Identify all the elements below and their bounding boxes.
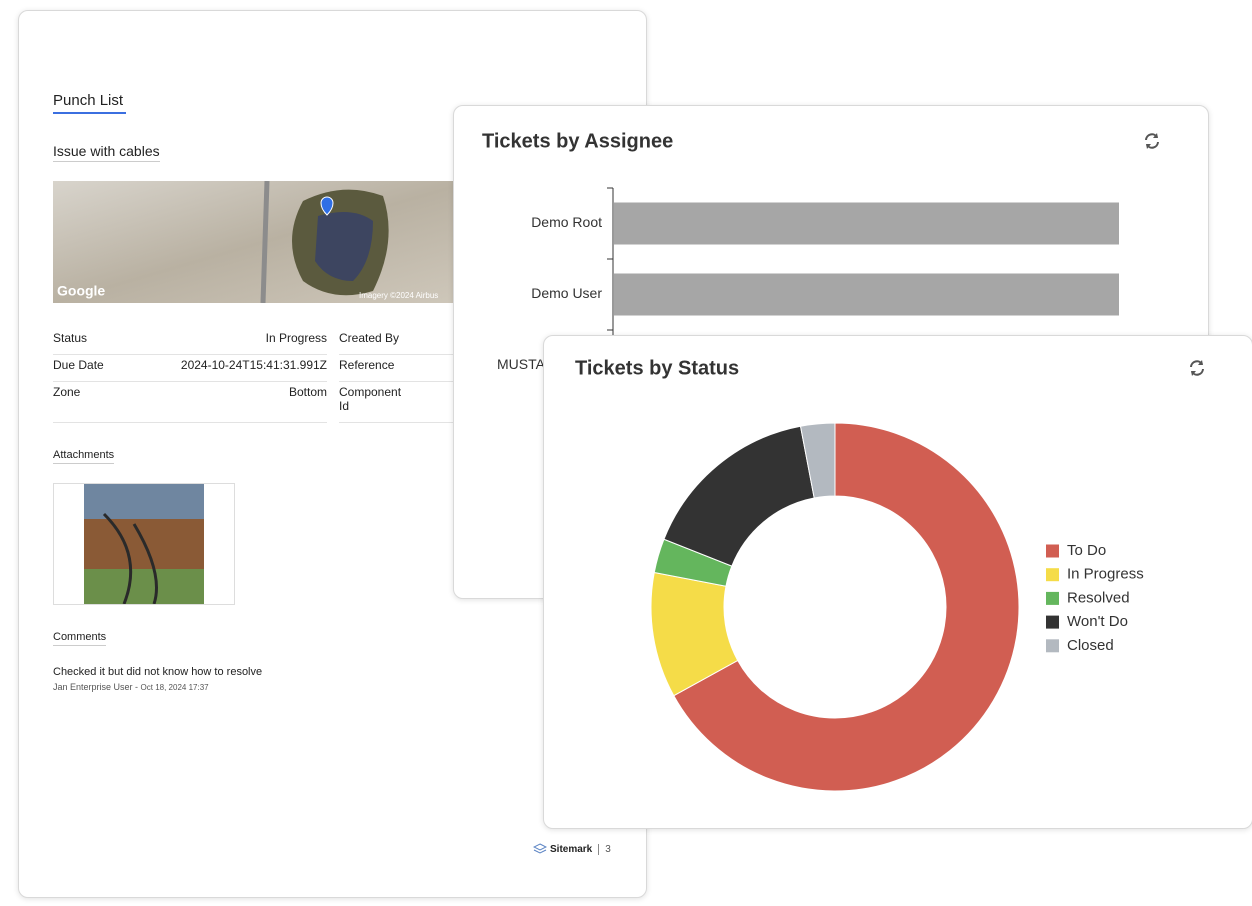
- footer-brand: Sitemark: [550, 843, 593, 855]
- legend-label: Closed: [1067, 637, 1114, 654]
- attachment-photo: [84, 484, 204, 604]
- field-row: Zone Bottom: [53, 385, 327, 423]
- y-tick-label: Demo User: [531, 285, 602, 301]
- field-label: Created By: [339, 331, 400, 345]
- legend-label: To Do: [1067, 542, 1106, 559]
- map-credit: Imagery ©2024 Airbus: [359, 291, 438, 300]
- chart-title: Tickets by Status: [575, 357, 739, 379]
- field-row: Created By: [339, 331, 489, 355]
- legend-swatch: [1046, 568, 1059, 582]
- issue-title: Issue with cables: [53, 143, 160, 162]
- legend-swatch: [1046, 591, 1059, 605]
- donut-slice: [673, 422, 1020, 792]
- chart-title: Tickets by Assignee: [482, 130, 673, 152]
- field-label: Component Id: [339, 385, 402, 413]
- donut-slice: [663, 425, 815, 567]
- bar: [614, 273, 1119, 316]
- footer: Sitemark 3: [533, 843, 611, 855]
- legend-swatch: [1046, 615, 1059, 629]
- comment-text: Checked it but did not know how to resol…: [53, 666, 263, 678]
- field-value: Bottom: [288, 385, 327, 399]
- field-row: Reference: [339, 358, 489, 382]
- doc-title: Punch List: [53, 92, 124, 109]
- comment-author: Jan Enterprise User -: [53, 682, 139, 692]
- title-underline: [53, 112, 126, 114]
- bar: [614, 202, 1119, 245]
- chart: Tickets by Status To Do In Progress Resolv…: [575, 357, 1204, 792]
- map-brand: Google: [57, 283, 105, 299]
- field-row: Component Id: [339, 385, 489, 423]
- legend-label: Won't Do: [1067, 613, 1128, 630]
- refresh-icon[interactable]: [1145, 133, 1159, 149]
- brand-logo: [533, 843, 547, 854]
- legend-swatch: [1046, 639, 1059, 653]
- comment-meta: Jan Enterprise User - Oct 18, 2024 17:37: [53, 682, 209, 692]
- field-label: Zone: [53, 385, 81, 399]
- legend-label: Resolved: [1067, 589, 1130, 606]
- y-tick-label: MUSTA: [497, 356, 546, 372]
- field-label: Due Date: [53, 358, 104, 372]
- legend-label: In Progress: [1067, 566, 1144, 583]
- donut-slice: [799, 422, 836, 499]
- field-label: Status: [53, 331, 88, 345]
- attachment: [53, 483, 235, 605]
- y-tick-label: Demo Root: [531, 214, 602, 230]
- status-card: Tickets by Status To Do In Progress Resolv…: [543, 335, 1252, 829]
- comment-date: Oct 18, 2024 17:37: [140, 683, 209, 692]
- footer-page: 3: [598, 843, 611, 855]
- comments-heading: Comments: [53, 631, 107, 646]
- refresh-icon[interactable]: [1190, 360, 1204, 376]
- map: Google Imagery ©2024 Airbus: [53, 181, 473, 303]
- attachments-heading: Attachments: [53, 449, 115, 464]
- chart: Tickets by Assignee Demo Root Demo User MU…: [482, 130, 1159, 401]
- field-row: Status In Progress: [53, 331, 327, 355]
- legend-swatch: [1046, 544, 1059, 558]
- field-label: Reference: [339, 358, 395, 372]
- field-value: 2024-10-24T15:41:31.991Z: [180, 358, 327, 372]
- field-row: Due Date 2024-10-24T15:41:31.991Z: [53, 358, 327, 382]
- field-value: In Progress: [265, 331, 327, 345]
